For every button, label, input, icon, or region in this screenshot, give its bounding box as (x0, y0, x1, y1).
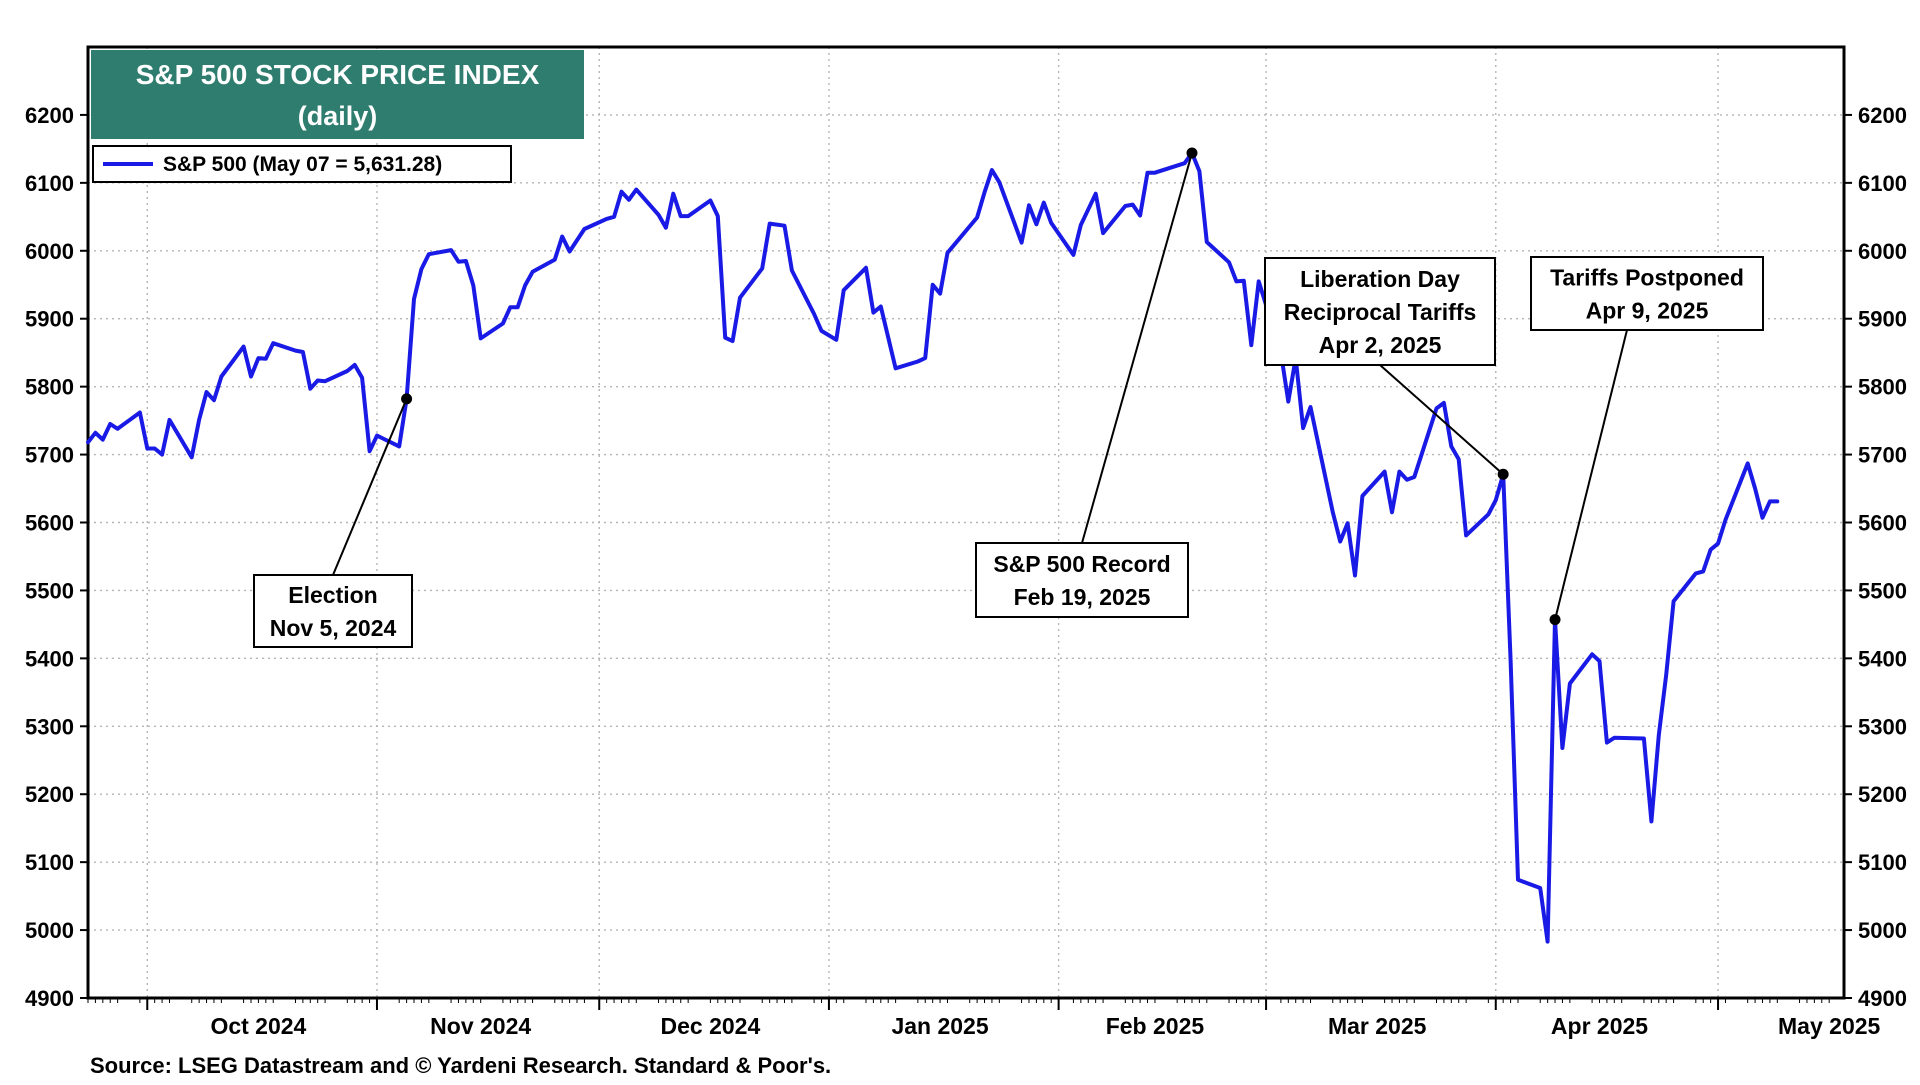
x-tick-label: May 2025 (1778, 1013, 1881, 1039)
x-tick-label: Feb 2025 (1106, 1013, 1205, 1039)
y-tick-label-right: 5800 (1858, 375, 1907, 400)
annotation-leader-line (1554, 329, 1628, 620)
y-tick-label-right: 5000 (1858, 918, 1907, 943)
annotation-box (1530, 256, 1764, 331)
annotation-text: Reciprocal Tariffs (1284, 299, 1477, 325)
title-box (91, 50, 584, 139)
y-tick-label-left: 5200 (25, 782, 74, 807)
chart-subtitle: (daily) (298, 101, 378, 131)
x-tick-label: Dec 2024 (661, 1013, 761, 1039)
annotation-text: Tariffs Postponed (1550, 265, 1744, 291)
y-tick-label-left: 5300 (25, 714, 74, 739)
y-tick-label-left: 5600 (25, 511, 74, 536)
y-tick-label-left: 5700 (25, 443, 74, 468)
annotation-text: Nov 5, 2024 (270, 615, 397, 641)
annotation-text: Election (288, 582, 377, 608)
y-tick-label-right: 6000 (1858, 239, 1907, 264)
x-tick-label: Nov 2024 (430, 1013, 531, 1039)
y-tick-label-right: 6200 (1858, 103, 1907, 128)
x-tick-label: Oct 2024 (210, 1013, 306, 1039)
y-tick-label-right: 5300 (1858, 714, 1907, 739)
annotation-box (1264, 257, 1496, 366)
annotation-box (253, 574, 413, 648)
y-tick-label-left: 5400 (25, 646, 74, 671)
annotation-text: Apr 9, 2025 (1586, 298, 1709, 324)
y-tick-label-right: 5400 (1858, 646, 1907, 671)
y-tick-label-left: 6000 (25, 239, 74, 264)
y-tick-label-right: 6100 (1858, 171, 1907, 196)
annotation-text: Apr 2, 2025 (1319, 332, 1442, 358)
source-note: Source: LSEG Datastream and © Yardeni Re… (90, 1053, 831, 1078)
annotation-box (975, 542, 1189, 618)
x-tick-label: Mar 2025 (1328, 1013, 1427, 1039)
y-tick-label-right: 5700 (1858, 443, 1907, 468)
annotation-leader-line (332, 398, 408, 576)
annotation-marker (1186, 147, 1198, 159)
y-tick-label-right: 5100 (1858, 850, 1907, 875)
y-tick-label-left: 4900 (25, 986, 74, 1011)
y-tick-label-left: 5000 (25, 918, 74, 943)
annotation-marker (1497, 468, 1509, 480)
y-tick-label-right: 5500 (1858, 578, 1907, 603)
y-tick-label-left: 5500 (25, 578, 74, 603)
legend-box (92, 145, 512, 183)
legend-label: S&P 500 (May 07 = 5,631.28) (163, 153, 442, 176)
annotation-text: Feb 19, 2025 (1014, 584, 1151, 610)
annotation-leader-line (1379, 364, 1504, 476)
y-tick-label-right: 5600 (1858, 511, 1907, 536)
annotation-marker (401, 393, 413, 405)
x-tick-label: Jan 2025 (891, 1013, 988, 1039)
y-tick-label-left: 6100 (25, 171, 74, 196)
y-tick-label-left: 5900 (25, 307, 74, 332)
y-tick-label-left: 5100 (25, 850, 74, 875)
annotation-text: Liberation Day (1300, 266, 1460, 292)
y-tick-label-right: 5200 (1858, 782, 1907, 807)
annotation-text: S&P 500 Record (993, 551, 1170, 577)
y-tick-label-left: 6200 (25, 103, 74, 128)
annotation-marker (1549, 614, 1561, 626)
chart-title: S&P 500 STOCK PRICE INDEX (136, 59, 540, 90)
annotation-leader-line (1081, 152, 1193, 544)
y-tick-label-right: 4900 (1858, 986, 1907, 1011)
y-tick-label-left: 5800 (25, 375, 74, 400)
x-tick-label: Apr 2025 (1551, 1013, 1648, 1039)
y-tick-label-right: 5900 (1858, 307, 1907, 332)
